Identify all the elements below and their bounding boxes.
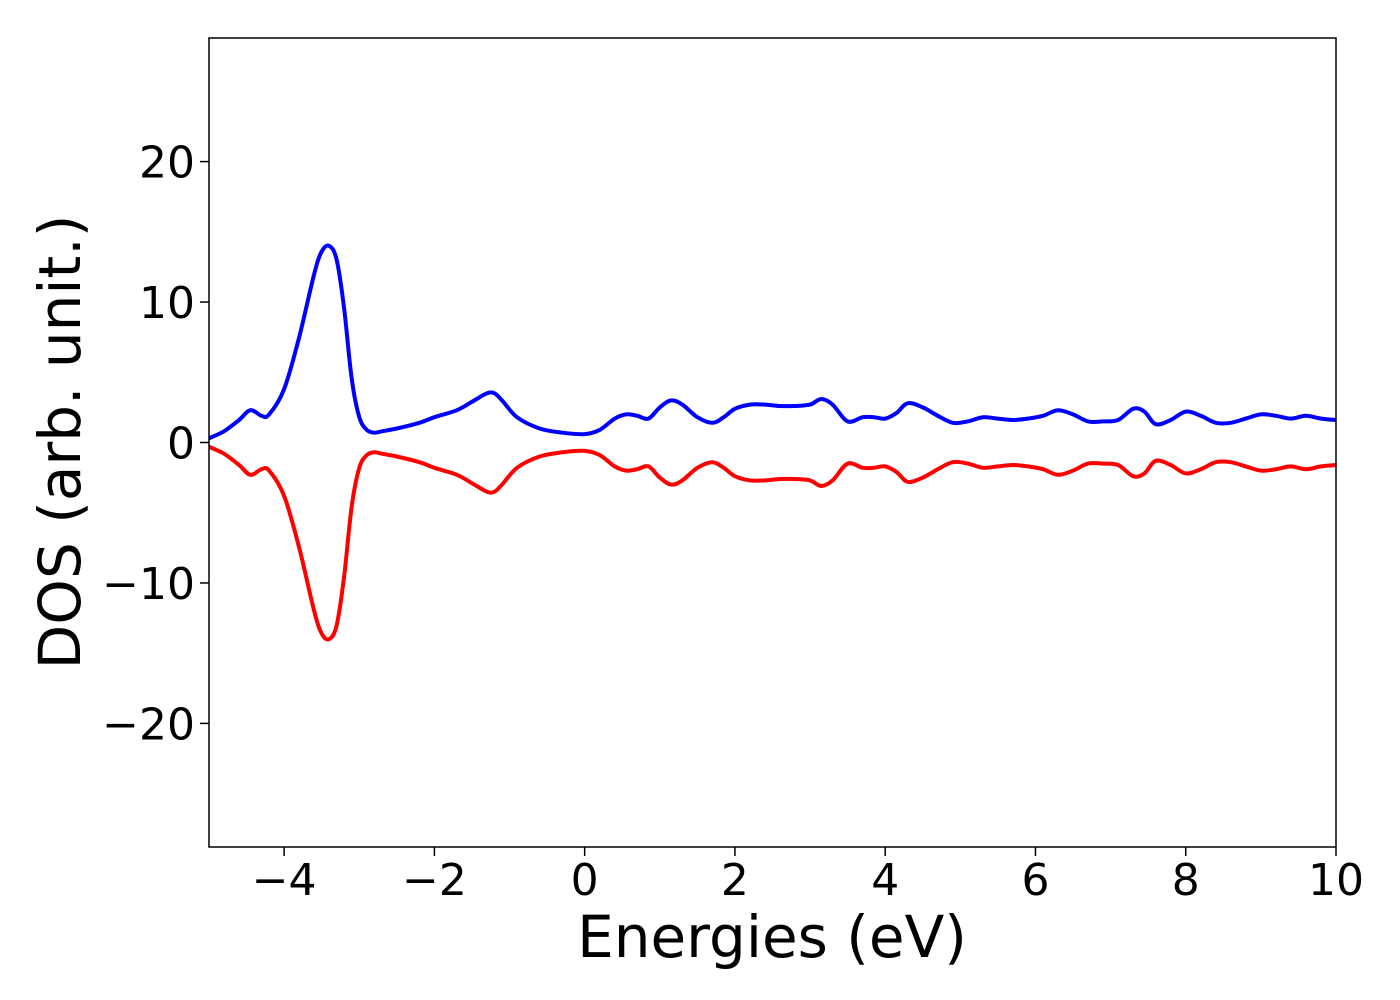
y-tick-label: −20 — [102, 699, 195, 750]
series-line-2 — [209, 444, 1336, 642]
y-tick-label: 20 — [139, 138, 195, 189]
y-tick-label: −10 — [102, 559, 195, 610]
x-tick-label: 0 — [571, 855, 599, 906]
y-axis-label: DOS (arb. unit.) — [26, 215, 94, 670]
y-axis: −20 −10 0 10 20 — [102, 138, 209, 750]
x-tick-label: −2 — [402, 855, 467, 906]
x-axis: −4 −2 0 2 4 6 8 10 — [252, 847, 1364, 906]
x-tick-label: −4 — [252, 855, 317, 906]
y-tick-label: 10 — [139, 278, 195, 329]
x-tick-label: 2 — [721, 855, 749, 906]
x-tick-label: 10 — [1308, 855, 1364, 906]
x-tick-label: 6 — [1021, 855, 1049, 906]
series-line-1 — [209, 243, 1336, 441]
x-tick-label: 8 — [1172, 855, 1200, 906]
y-tick-label: 0 — [167, 419, 195, 470]
x-axis-label: Energies (eV) — [577, 903, 967, 971]
series-layer — [209, 243, 1336, 642]
x-tick-label: 4 — [871, 855, 899, 906]
